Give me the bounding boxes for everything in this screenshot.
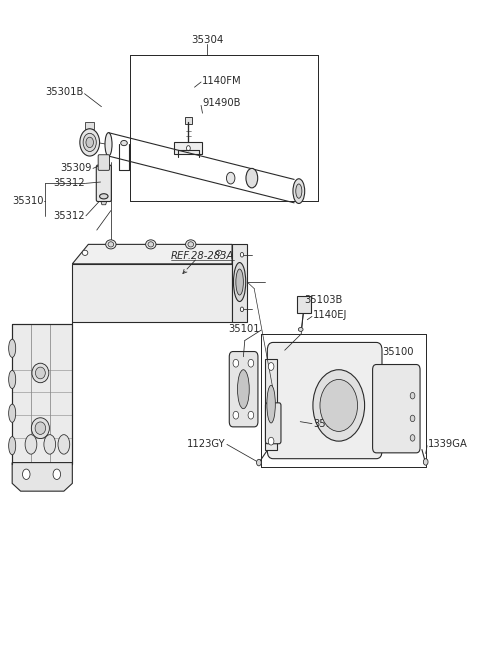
Ellipse shape: [32, 364, 49, 383]
Bar: [185, 117, 192, 124]
Circle shape: [313, 369, 365, 441]
Ellipse shape: [9, 370, 16, 388]
Ellipse shape: [240, 252, 244, 257]
Ellipse shape: [58, 435, 70, 454]
Text: 1123GY: 1123GY: [187, 440, 226, 449]
Ellipse shape: [267, 385, 276, 423]
Polygon shape: [72, 264, 232, 322]
Ellipse shape: [83, 134, 96, 151]
Polygon shape: [265, 359, 277, 449]
FancyBboxPatch shape: [229, 352, 258, 427]
Text: 35100: 35100: [383, 347, 414, 357]
Ellipse shape: [423, 458, 428, 465]
Ellipse shape: [410, 415, 415, 422]
Text: 35309: 35309: [60, 163, 92, 174]
Ellipse shape: [44, 435, 56, 454]
Ellipse shape: [186, 240, 196, 249]
Circle shape: [320, 379, 358, 432]
Text: 1140EJ: 1140EJ: [313, 310, 348, 320]
Ellipse shape: [296, 184, 302, 198]
Ellipse shape: [236, 269, 243, 295]
Ellipse shape: [145, 240, 156, 249]
Text: 35101: 35101: [228, 324, 260, 334]
Ellipse shape: [238, 369, 249, 409]
Polygon shape: [232, 244, 247, 322]
Circle shape: [248, 411, 254, 419]
Ellipse shape: [99, 194, 108, 199]
Circle shape: [268, 438, 274, 445]
Polygon shape: [12, 462, 72, 491]
Text: 1339GA: 1339GA: [428, 440, 468, 449]
Ellipse shape: [36, 367, 45, 379]
Ellipse shape: [299, 328, 303, 331]
FancyBboxPatch shape: [372, 365, 420, 453]
Ellipse shape: [240, 307, 244, 312]
Ellipse shape: [227, 172, 235, 184]
Text: 35312: 35312: [53, 211, 85, 221]
Circle shape: [233, 411, 239, 419]
Ellipse shape: [31, 418, 49, 439]
Polygon shape: [12, 324, 72, 464]
Ellipse shape: [233, 263, 246, 301]
FancyBboxPatch shape: [265, 403, 281, 443]
Text: 35102: 35102: [313, 419, 345, 428]
Ellipse shape: [108, 242, 114, 247]
Ellipse shape: [86, 137, 94, 147]
Ellipse shape: [35, 422, 46, 434]
Circle shape: [268, 363, 274, 370]
Text: 35301B: 35301B: [45, 87, 84, 98]
FancyBboxPatch shape: [297, 295, 311, 312]
Text: 1140FM: 1140FM: [202, 76, 241, 86]
Ellipse shape: [187, 145, 190, 151]
Text: 35310: 35310: [12, 196, 44, 206]
Circle shape: [233, 360, 239, 367]
FancyBboxPatch shape: [96, 165, 111, 202]
Circle shape: [53, 469, 60, 479]
Text: 35312: 35312: [53, 178, 85, 189]
Ellipse shape: [9, 339, 16, 358]
Ellipse shape: [148, 242, 154, 247]
FancyBboxPatch shape: [267, 343, 382, 458]
FancyBboxPatch shape: [98, 155, 109, 170]
Bar: [85, 122, 95, 130]
Ellipse shape: [9, 437, 16, 455]
Ellipse shape: [9, 404, 16, 422]
Text: REF.28-283A: REF.28-283A: [171, 251, 234, 261]
Text: 91490B: 91490B: [202, 98, 240, 109]
Ellipse shape: [216, 250, 222, 255]
Bar: [174, 142, 203, 154]
Ellipse shape: [25, 435, 37, 454]
Ellipse shape: [188, 242, 193, 247]
Text: 35304: 35304: [191, 35, 223, 45]
Ellipse shape: [100, 162, 108, 169]
Polygon shape: [100, 198, 108, 205]
Polygon shape: [72, 244, 232, 264]
Ellipse shape: [246, 168, 258, 188]
Ellipse shape: [106, 240, 116, 249]
Circle shape: [248, 360, 254, 367]
Ellipse shape: [293, 179, 305, 204]
Ellipse shape: [105, 133, 112, 156]
Text: 35103B: 35103B: [304, 295, 343, 305]
Ellipse shape: [256, 459, 261, 466]
Ellipse shape: [80, 129, 99, 156]
Ellipse shape: [410, 435, 415, 441]
Circle shape: [23, 469, 30, 479]
Ellipse shape: [82, 250, 88, 255]
Ellipse shape: [121, 140, 127, 145]
Ellipse shape: [410, 392, 415, 399]
